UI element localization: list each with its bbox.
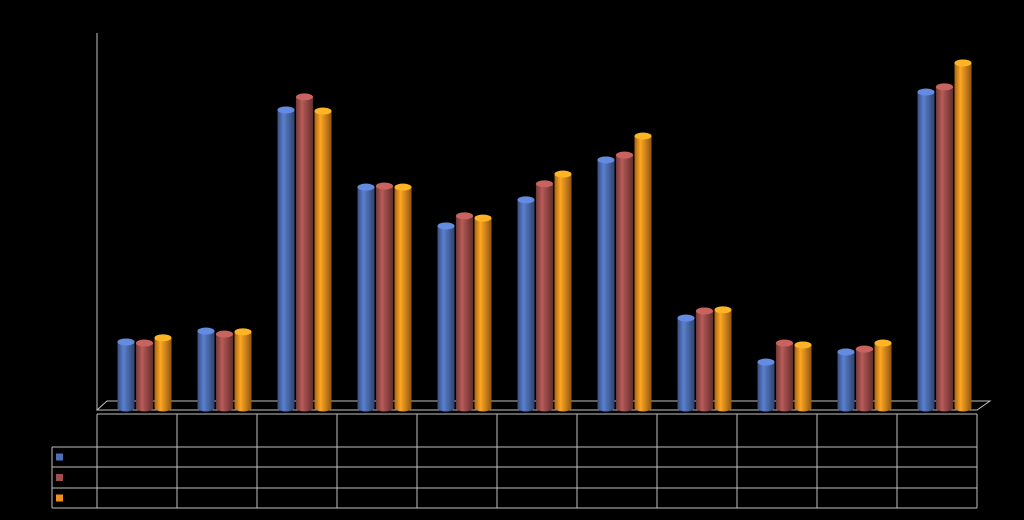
bar xyxy=(517,196,535,412)
bar xyxy=(536,180,553,412)
bar-top xyxy=(216,330,233,338)
bar-top xyxy=(714,306,732,314)
bar xyxy=(954,59,972,412)
bar xyxy=(837,348,855,412)
bar-top xyxy=(357,183,375,191)
bar xyxy=(714,306,732,412)
bar-top xyxy=(437,222,455,230)
bar xyxy=(696,307,713,412)
bar-top xyxy=(154,334,172,342)
bar xyxy=(117,338,135,412)
bar-top xyxy=(554,170,572,178)
legend-key xyxy=(56,453,63,461)
bar-top xyxy=(394,183,412,191)
bar xyxy=(296,93,313,412)
bar-top xyxy=(917,88,935,96)
bar-top xyxy=(954,59,972,67)
bar xyxy=(357,183,375,412)
bar xyxy=(314,107,332,412)
bar xyxy=(616,151,633,412)
bar xyxy=(776,339,793,412)
bar xyxy=(216,330,233,412)
bar-top xyxy=(634,132,652,140)
bar-top xyxy=(794,341,812,349)
bar xyxy=(394,183,412,412)
bar-top xyxy=(296,93,313,101)
bar-top xyxy=(136,339,153,347)
bar-top xyxy=(874,339,892,347)
bar-top xyxy=(197,327,215,335)
bar-top xyxy=(757,358,775,366)
bar xyxy=(794,341,812,412)
bar-top xyxy=(117,338,135,346)
bar xyxy=(277,106,295,412)
bar xyxy=(154,334,172,412)
bar xyxy=(634,132,652,412)
bar-top xyxy=(456,212,473,220)
bar-top xyxy=(677,314,695,322)
bar xyxy=(474,214,492,412)
bar-top xyxy=(517,196,535,204)
bar-top xyxy=(314,107,332,115)
bar-top xyxy=(474,214,492,222)
bar xyxy=(197,327,215,412)
bar xyxy=(376,182,393,412)
data-table xyxy=(51,413,978,509)
bar-top xyxy=(776,339,793,347)
bar xyxy=(757,358,775,412)
bar-top xyxy=(277,106,295,114)
bar-top xyxy=(936,83,953,91)
bar-top xyxy=(837,348,855,356)
bar-top xyxy=(856,345,873,353)
bar xyxy=(917,88,935,412)
plot xyxy=(117,59,972,412)
bar xyxy=(874,339,892,412)
bar xyxy=(437,222,455,412)
bar xyxy=(597,156,615,412)
bar xyxy=(136,339,153,412)
bar-top xyxy=(696,307,713,315)
bar xyxy=(456,212,473,412)
bar xyxy=(554,170,572,412)
bar xyxy=(936,83,953,412)
bar-top xyxy=(234,328,252,336)
legend-key xyxy=(56,474,63,481)
bar xyxy=(677,314,695,412)
bar-top xyxy=(616,151,633,159)
bar-top xyxy=(536,180,553,188)
bar-top xyxy=(597,156,615,164)
bar xyxy=(234,328,252,412)
bar-top xyxy=(376,182,393,190)
bar xyxy=(856,345,873,412)
legend-key xyxy=(56,494,63,502)
